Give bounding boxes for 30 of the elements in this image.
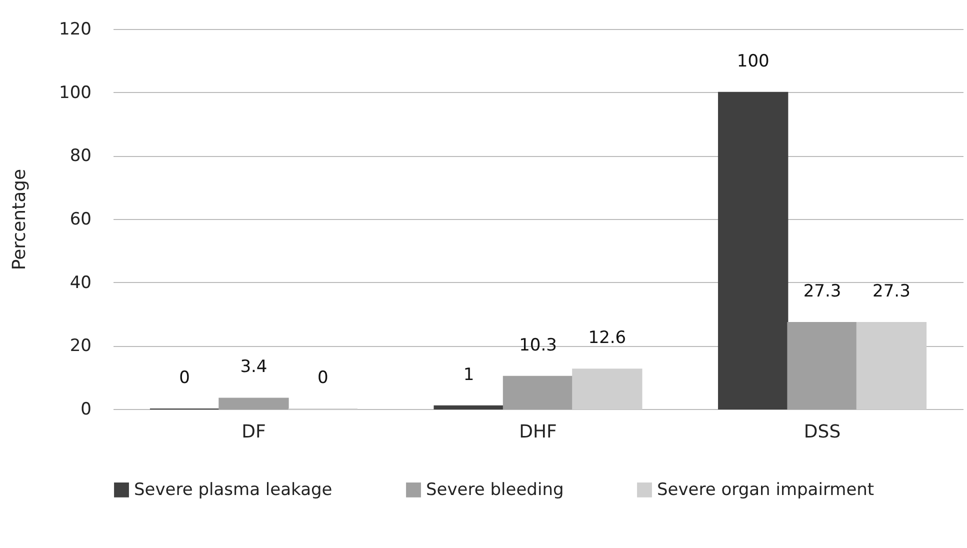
y-axis-title: Percentage (9, 168, 30, 270)
data-label: 0 (317, 368, 328, 388)
bar (787, 322, 858, 410)
data-label: 12.6 (588, 328, 626, 348)
bar (502, 376, 574, 410)
y-tick-label: 80 (70, 146, 92, 166)
data-label: 100 (736, 51, 770, 72)
data-label: 27.3 (803, 282, 842, 302)
bar (718, 92, 788, 410)
y-tick-label: 40 (70, 272, 92, 293)
bar (218, 398, 289, 410)
y-tick-label: 20 (70, 336, 92, 356)
bar (856, 322, 927, 410)
data-label: 3.4 (240, 357, 268, 378)
legend-label: Severe bleeding (426, 480, 564, 500)
data-label: 27.3 (872, 282, 910, 302)
y-tick-label: 0 (80, 400, 92, 420)
legend-label: Severe plasma leakage (134, 480, 332, 500)
y-tick-label: 120 (59, 20, 92, 40)
data-label: 10.3 (519, 335, 557, 356)
data-label: 0 (179, 368, 190, 388)
x-tick-label: DSS (804, 422, 841, 442)
legend-label: Severe organ impairment (657, 480, 874, 500)
bar (434, 405, 504, 410)
data-label: 1 (463, 364, 474, 385)
y-tick-label: 60 (70, 210, 92, 230)
y-tick-label: 100 (59, 82, 92, 103)
x-tick-label: DHF (519, 422, 557, 442)
x-tick-label: DF (242, 422, 266, 442)
bar (572, 368, 642, 410)
